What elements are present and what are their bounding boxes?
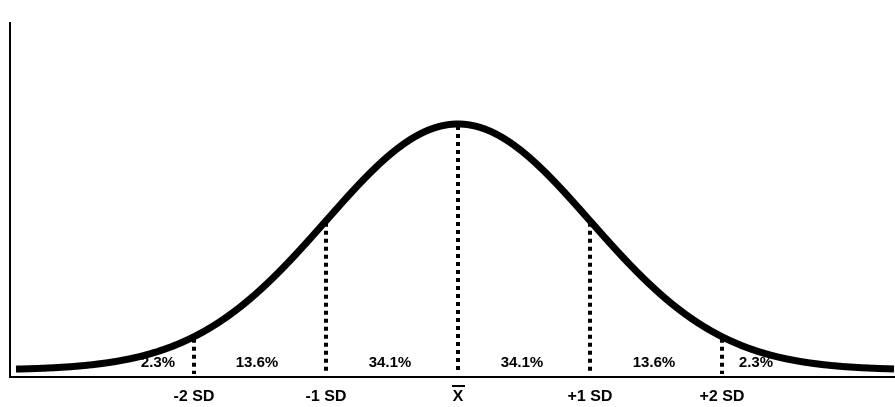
region-label-left-center: 34.1% [369,354,412,371]
region-label-left-tail: 2.3% [141,354,175,371]
region-label-right-tail: 2.3% [739,354,773,371]
tick-label-mean: X [453,388,464,405]
tick-label-minus-2sd: -2 SD [174,388,215,405]
bell-curve [14,120,895,373]
region-label-right-mid: 13.6% [633,354,676,371]
region-label-right-center: 34.1% [501,354,544,371]
tick-label-plus-1sd: +1 SD [568,388,613,405]
tick-label-plus-2sd: +2 SD [700,388,745,405]
tick-label-minus-1sd: -1 SD [306,388,347,405]
region-label-left-mid: 13.6% [236,354,279,371]
